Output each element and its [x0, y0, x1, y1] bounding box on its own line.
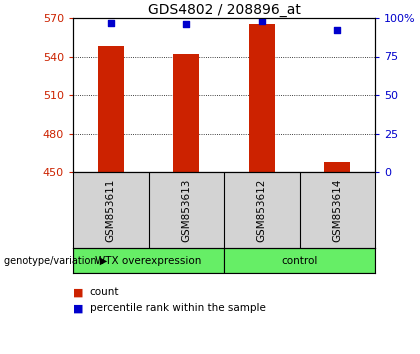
Text: GSM853612: GSM853612	[257, 178, 267, 242]
Text: GSM853611: GSM853611	[106, 178, 116, 242]
Text: ■: ■	[73, 287, 84, 297]
Bar	[73, 248, 224, 273]
Text: ■: ■	[73, 303, 84, 313]
Point	[258, 18, 265, 24]
Bar	[173, 54, 200, 172]
Text: count: count	[90, 287, 119, 297]
Text: percentile rank within the sample: percentile rank within the sample	[90, 303, 266, 313]
Text: WTX overexpression: WTX overexpression	[95, 256, 202, 266]
Point	[183, 21, 189, 27]
Text: GSM853613: GSM853613	[181, 178, 191, 242]
Text: GSM853614: GSM853614	[332, 178, 342, 242]
Bar	[249, 24, 275, 172]
Text: control: control	[281, 256, 318, 266]
Text: genotype/variation ▶: genotype/variation ▶	[4, 256, 108, 266]
Bar	[324, 162, 350, 172]
Point	[334, 28, 341, 33]
Title: GDS4802 / 208896_at: GDS4802 / 208896_at	[147, 3, 300, 17]
Point	[108, 20, 114, 25]
Bar	[224, 248, 375, 273]
Bar	[97, 46, 124, 172]
